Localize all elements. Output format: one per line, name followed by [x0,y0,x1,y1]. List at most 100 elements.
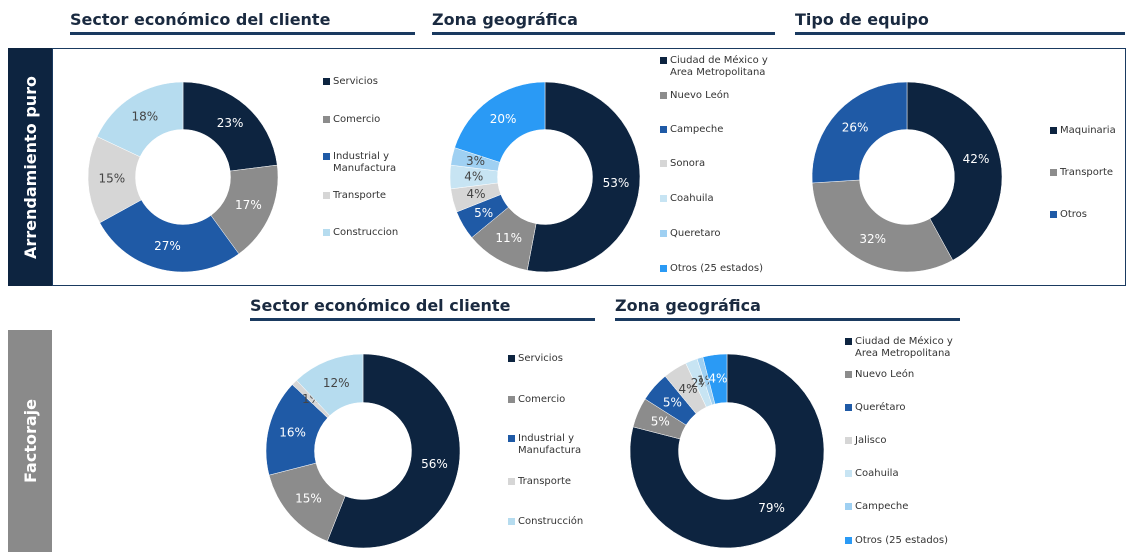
value-label: 15% [295,492,322,506]
legend-swatch [1050,127,1057,134]
value-label: 53% [603,176,630,190]
value-label: 5% [651,415,670,429]
legend-label: Construccion [333,227,399,238]
legend-swatch [660,126,667,133]
legend-label: Queretaro [670,228,721,239]
legend-swatch [508,396,515,403]
legend-label: Servicios [518,353,563,364]
value-label: 20% [490,112,517,126]
value-label: 27% [154,239,181,253]
value-label: 32% [859,232,886,246]
value-label: 4% [708,371,727,385]
legend-item: Sonora [660,158,780,170]
donut-slice [629,353,825,549]
value-label: 5% [474,206,493,220]
legend-swatch [845,371,852,378]
value-label: 4% [678,382,697,396]
legend-swatch [1050,169,1057,176]
legend-label: Comercio [333,114,381,125]
section-label-box: Factoraje [8,330,52,552]
legend-swatch [660,92,667,99]
legend-item: Jalisco [845,435,965,447]
legend-item: Transporte [323,190,403,202]
value-label: 23% [217,116,244,130]
legend-item: Nuevo León [660,90,780,102]
legend-item: Otros [1050,209,1125,221]
legend-item: Nuevo León [845,369,965,381]
value-label: 17% [235,198,262,212]
legend-label: Sonora [670,158,706,169]
legend-item: Querétaro [845,402,965,414]
legend-label: Coahuila [670,193,714,204]
donut-slice [454,81,546,163]
legend-swatch [323,153,330,160]
value-label: 79% [758,501,785,515]
donut-slice [326,353,461,549]
legend-label: Otros (25 estados) [855,535,948,546]
donut-slice [296,353,364,417]
legend-swatch [845,404,852,411]
legend-swatch [845,437,852,444]
legend-label: Transporte [518,476,572,487]
legend-label: Jalisco [855,435,887,446]
legend-item: Transporte [508,476,588,488]
donut-slice [96,81,184,158]
legend-item: Industrial y Manufactura [508,433,588,457]
legend-label: Coahuila [855,468,899,479]
legend-item: Coahuila [660,193,780,205]
legend-swatch [508,518,515,525]
donut-slice [702,353,728,405]
legend-swatch [845,470,852,477]
value-label: 11% [495,231,522,245]
section-label-box: Arrendamiento puro [8,48,52,286]
value-label: 15% [98,172,125,186]
legend-label: Industrial y Manufactura [518,433,582,456]
legend-swatch [660,230,667,237]
legend-label: Maquinaria [1060,125,1116,136]
legend-label: Ciudad de México y Area Metropolitana [855,336,953,359]
panel [52,48,1126,286]
legend-swatch [323,192,330,199]
legend-swatch [660,265,667,272]
legend-swatch [660,160,667,167]
legend-swatch [845,537,852,544]
legend-swatch [508,355,515,362]
donut-slice [526,81,641,273]
value-label: 12% [323,376,350,390]
legend-swatch [508,435,515,442]
legend-swatch [660,57,667,64]
chart-title: Zona geográfica [432,10,775,35]
legend-item: Ciudad de México y Area Metropolitana [660,55,780,79]
donut-slice [906,81,1003,261]
legend-swatch [323,78,330,85]
value-label: 5% [663,395,682,409]
value-label: 42% [963,152,990,166]
legend-item: Otros (25 estados) [845,535,965,547]
legend-item: Construccion [323,227,403,239]
legend-label: Servicios [333,76,378,87]
legend-item: Servicios [323,76,403,88]
legend-label: Campeche [855,501,909,512]
donut-slice [811,179,954,273]
legend-swatch [845,503,852,510]
value-label: 4% [464,170,483,184]
value-label: 56% [421,457,448,471]
legend-swatch [323,116,330,123]
legend-label: Transporte [1060,167,1114,178]
legend-swatch [845,338,852,345]
legend-label: Otros (25 estados) [670,263,763,274]
legend-item: Campeche [660,124,780,136]
value-label: 16% [279,425,306,439]
legend-item: Industrial y Manufactura [323,151,403,175]
chart-title: Tipo de equipo [795,10,1125,35]
legend-label: Comercio [518,394,566,405]
legend-item: Coahuila [845,468,965,480]
legend-label: Campeche [670,124,724,135]
legend-item: Ciudad de México y Area Metropolitana [845,336,965,360]
legend-label: Ciudad de México y Area Metropolitana [670,55,768,78]
donut-slice [182,81,278,172]
legend-item: Queretaro [660,228,780,240]
legend-swatch [323,229,330,236]
chart-title: Sector económico del cliente [70,10,415,35]
